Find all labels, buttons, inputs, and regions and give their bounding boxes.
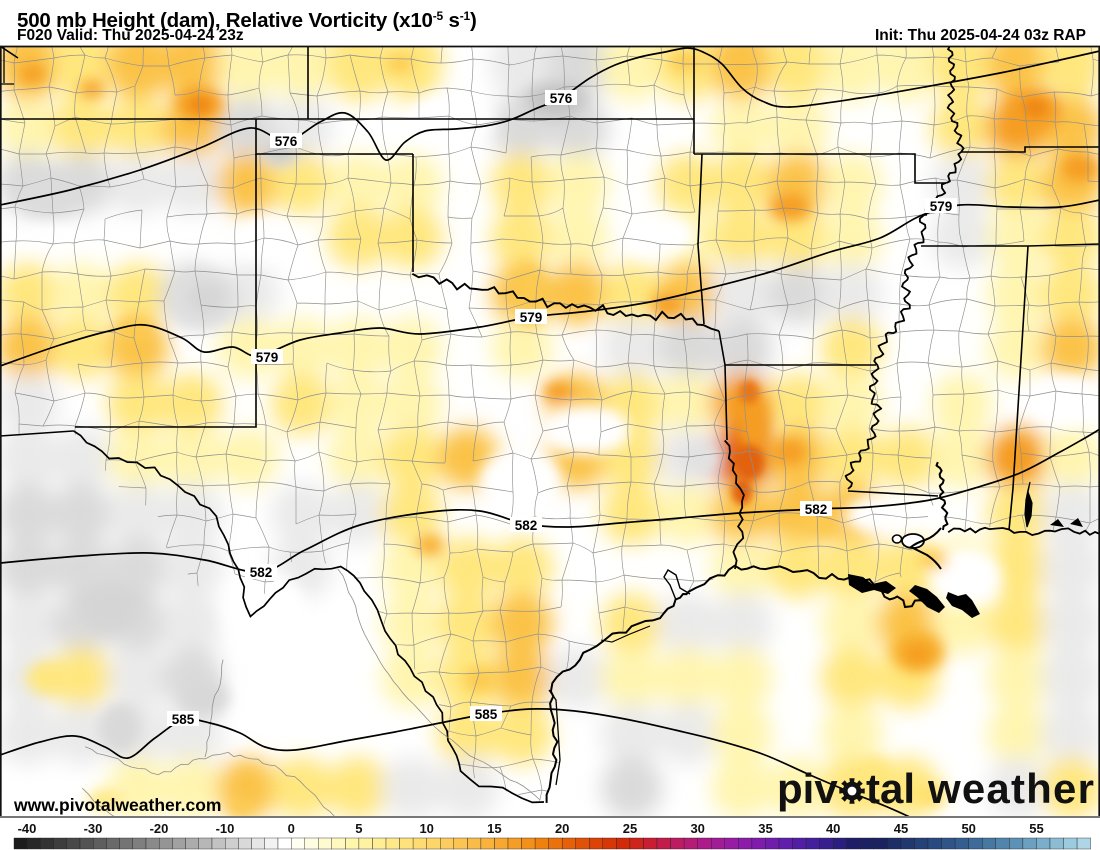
svg-text:40: 40 (826, 821, 840, 836)
svg-text:10: 10 (419, 821, 433, 836)
svg-text:piv: piv (777, 765, 838, 812)
svg-text:50: 50 (961, 821, 975, 836)
svg-text:weather: weather (927, 765, 1095, 812)
svg-text:-10: -10 (216, 821, 235, 836)
svg-text:0: 0 (288, 821, 295, 836)
svg-text:45: 45 (894, 821, 908, 836)
svg-text:25: 25 (623, 821, 637, 836)
svg-text:-40: -40 (18, 821, 37, 836)
svg-text:-30: -30 (84, 821, 103, 836)
svg-text:585: 585 (475, 707, 498, 722)
svg-text:tal: tal (866, 765, 915, 812)
svg-text:579: 579 (256, 350, 279, 365)
svg-text:Init: Thu 2025-04-24 03z RAP: Init: Thu 2025-04-24 03z RAP (875, 27, 1086, 44)
svg-text:F020 Valid: Thu 2025-04-24 23z: F020 Valid: Thu 2025-04-24 23z (17, 27, 244, 44)
svg-text:15: 15 (487, 821, 501, 836)
svg-text:30: 30 (690, 821, 704, 836)
svg-text:582: 582 (805, 502, 828, 517)
svg-text:www.pivotalweather.com: www.pivotalweather.com (13, 795, 221, 815)
svg-text:-20: -20 (150, 821, 169, 836)
svg-text:35: 35 (758, 821, 772, 836)
svg-text:582: 582 (515, 518, 538, 533)
svg-text:55: 55 (1029, 821, 1043, 836)
svg-text:579: 579 (930, 199, 953, 214)
svg-text:500 mb Height (dam), Relative: 500 mb Height (dam), Relative Vorticity … (17, 9, 477, 32)
svg-text:5: 5 (355, 821, 362, 836)
svg-text:576: 576 (550, 91, 573, 106)
svg-text:582: 582 (250, 565, 273, 580)
svg-text:585: 585 (172, 712, 195, 727)
svg-text:579: 579 (520, 310, 543, 325)
svg-text:20: 20 (555, 821, 569, 836)
svg-text:576: 576 (275, 134, 298, 149)
